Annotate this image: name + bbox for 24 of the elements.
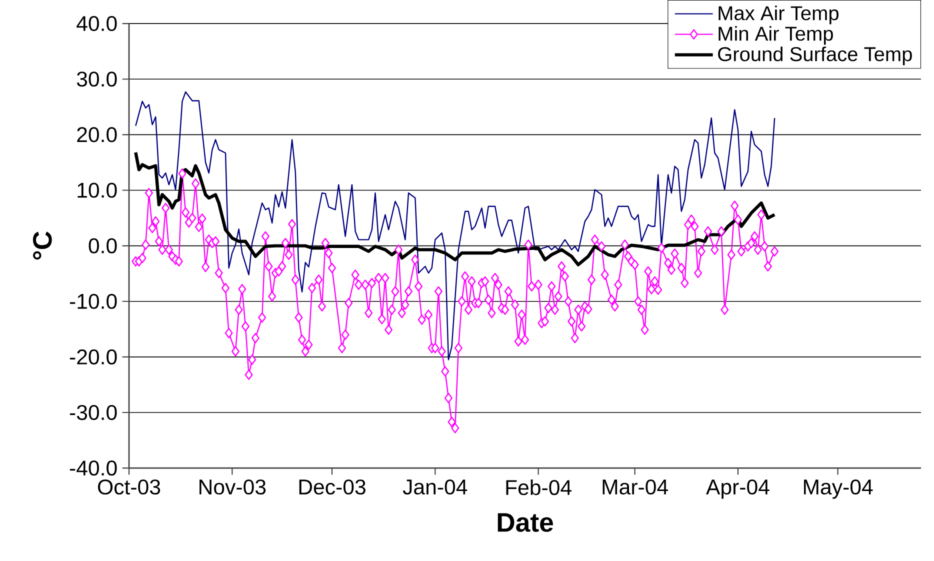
x-tick-label: Apr-04 <box>706 479 770 499</box>
x-tick-label: May-04 <box>804 479 873 499</box>
y-tick-label: -10.0 <box>70 294 117 309</box>
y-tick-label: -30.0 <box>70 404 117 420</box>
y-tick-label: 30.0 <box>76 72 117 87</box>
legend-label: Max Air Temp <box>718 6 838 24</box>
y-axis-title: °C <box>32 232 52 260</box>
y-tick-label: 0.0 <box>88 238 117 254</box>
x-tick-label: Oct-03 <box>98 479 160 495</box>
x-tick-label: Nov-03 <box>200 479 266 495</box>
y-tick-label: -40.0 <box>70 460 117 476</box>
y-tick-label: 10.0 <box>78 182 117 198</box>
y-tick-label: -20.0 <box>70 349 117 364</box>
y-tick-label: 20.0 <box>77 127 117 142</box>
x-tick-label: Dec-03 <box>299 479 366 495</box>
x-tick-label: Mar-04 <box>602 479 668 495</box>
x-tick-label: Feb-04 <box>506 479 572 496</box>
legend-label: Min Air Temp <box>718 26 833 45</box>
line-series <box>134 150 776 266</box>
legend-label: Ground Surface Temp <box>718 46 912 66</box>
x-axis-title: Date <box>498 513 553 532</box>
x-tick-label: Jan-04 <box>402 479 468 495</box>
line-series <box>135 91 776 360</box>
y-tick-label: 40.0 <box>76 16 117 32</box>
